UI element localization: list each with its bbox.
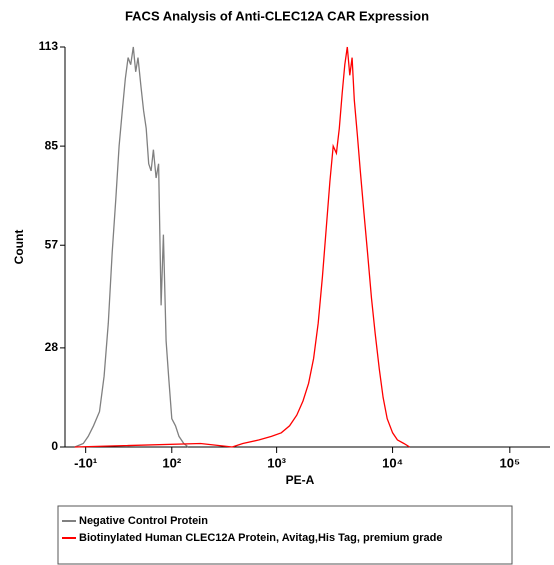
legend-box	[57, 505, 513, 565]
x-tick-label: 10³	[267, 455, 286, 470]
y-tick-label: 28	[45, 340, 59, 354]
series-line	[74, 46, 411, 448]
y-tick-label: 85	[45, 138, 59, 152]
x-tick-label: 10⁴	[382, 455, 403, 470]
y-axis-label: Count	[12, 230, 26, 265]
series-line	[74, 46, 189, 448]
x-tick-label: -10¹	[74, 455, 97, 470]
legend-label: Biotinylated Human CLEC12A Protein, Avit…	[79, 532, 442, 544]
x-axis-label: PE-A	[286, 473, 315, 487]
chart-title: FACS Analysis of Anti-CLEC12A CAR Expres…	[125, 8, 429, 23]
y-tick-label: 0	[51, 439, 58, 453]
y-tick-label: 113	[39, 39, 59, 53]
x-tick-label: 10⁵	[500, 455, 521, 470]
y-tick-label: 57	[45, 237, 59, 251]
legend-label: Negative Control Protein	[79, 515, 208, 527]
x-tick-label: 10²	[162, 455, 181, 470]
